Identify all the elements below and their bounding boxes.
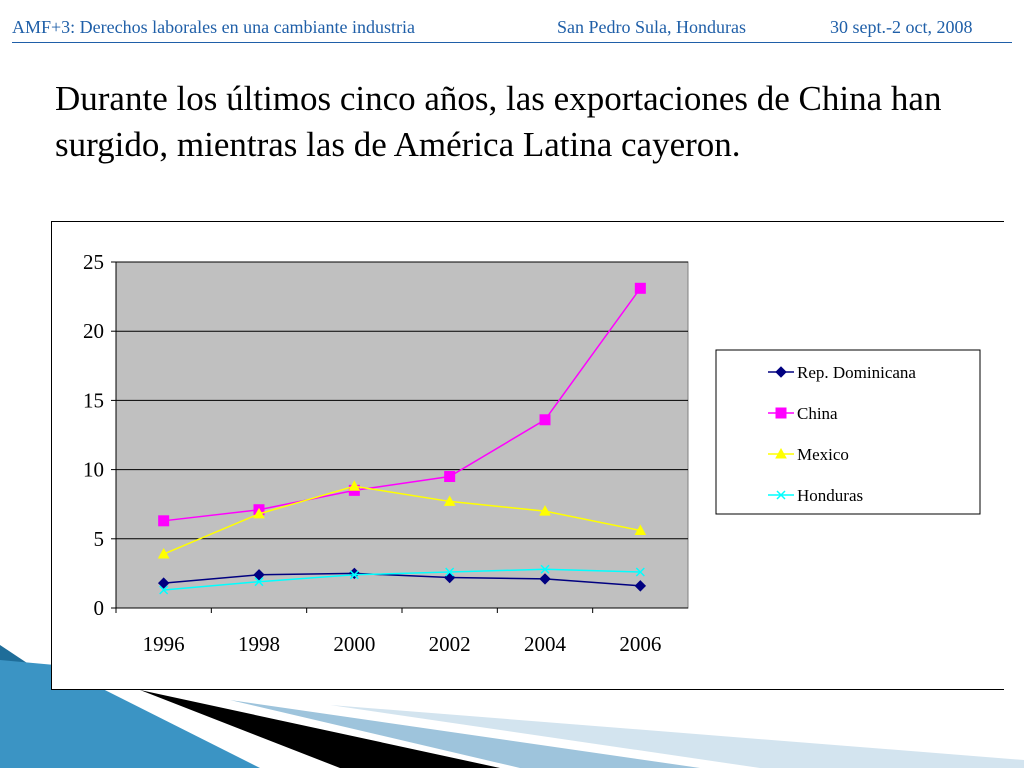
y-tick-label: 20 [83, 319, 104, 343]
deco-stripe-pale [330, 705, 1024, 768]
legend-box [715, 349, 981, 515]
data-point-mexico [157, 547, 170, 559]
data-point-mexico [634, 524, 647, 535]
x-tick-label: 2002 [429, 632, 471, 656]
data-point-honduras [540, 564, 550, 574]
data-point-honduras [445, 567, 455, 577]
deco-stripe-light [230, 700, 700, 768]
series-line-china [163, 287, 641, 522]
data-point-china [539, 414, 551, 426]
deco-stripe-black [140, 690, 500, 768]
data-point-honduras [254, 577, 264, 587]
legend-label-honduras: Honduras [797, 486, 863, 505]
legend-marker-mexico [775, 447, 787, 459]
header-location: San Pedro Sula, Honduras [557, 17, 746, 37]
x-tick-label: 1996 [143, 632, 185, 656]
data-point-china [634, 282, 646, 294]
data-point-rep-dominicana [539, 573, 551, 585]
data-point-mexico [348, 480, 361, 491]
data-point-honduras [159, 585, 169, 595]
slide-header: AMF+3: Derechos laborales en una cambian… [12, 17, 1012, 41]
series-line-honduras [163, 568, 641, 591]
line-chart: 0 5 10 15 20 25 1996 1998 2000 2002 2004 2006 Rep. D… [83, 250, 981, 656]
legend-marker-rep-dominicana [775, 366, 787, 378]
data-point-china [444, 471, 456, 483]
data-point-mexico [443, 495, 456, 506]
legend-marker-china [775, 407, 787, 419]
plot-area [115, 261, 689, 609]
x-tick-label: 1998 [238, 632, 280, 656]
x-tick-label: 2004 [524, 632, 567, 656]
legend-label-china: China [797, 404, 838, 423]
x-tick-label: 2006 [619, 632, 661, 656]
legend-label-rep-dominicana: Rep. Dominicana [797, 363, 916, 382]
header-event: AMF+3: Derechos laborales en una cambian… [12, 17, 416, 37]
legend-marker-honduras [776, 490, 786, 500]
data-point-honduras [349, 570, 359, 580]
y-tick-label: 10 [83, 458, 104, 482]
data-point-china [158, 515, 170, 527]
series-line-mexico [163, 485, 641, 555]
y-tick-label: 0 [94, 596, 105, 620]
header-divider [12, 42, 1012, 43]
series-line-rep-dominicana [163, 572, 641, 587]
y-tick-label: 15 [83, 388, 104, 412]
header-dates: 30 sept.-2 oct, 2008 [830, 17, 973, 37]
data-point-rep-dominicana [157, 577, 170, 589]
data-point-rep-dominicana [253, 569, 265, 581]
data-point-mexico [539, 505, 551, 516]
y-tick-label: 5 [94, 527, 105, 551]
data-point-rep-dominicana [634, 580, 647, 592]
x-tick-label: 2000 [333, 632, 375, 656]
slide-headline: Durante los últimos cinco años, las expo… [55, 79, 942, 164]
data-point-mexico [253, 507, 265, 519]
legend-label-mexico: Mexico [797, 445, 849, 464]
y-tick-label: 25 [83, 250, 104, 274]
data-point-honduras [635, 567, 645, 577]
